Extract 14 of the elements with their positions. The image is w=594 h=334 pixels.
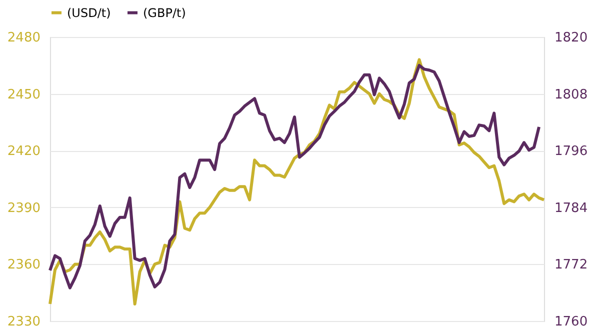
legend-label: (USD/t) <box>67 6 111 20</box>
y-tick-label: 2330 <box>7 314 40 330</box>
y-tick-label: 2480 <box>7 30 40 46</box>
y-tick-label: 2390 <box>7 200 40 216</box>
legend-label: (GBP/t) <box>143 6 186 20</box>
y-tick-label: 2360 <box>7 258 40 273</box>
y2-tick-label: 1784 <box>554 200 588 216</box>
y2-tick-label: 1796 <box>554 144 588 160</box>
y-tick-label: 2450 <box>7 87 40 102</box>
y2-tick-label: 1808 <box>554 87 588 102</box>
y2-tick-label: 1772 <box>554 258 588 273</box>
y-tick-label: 2420 <box>7 144 40 160</box>
y2-tick-label: 1820 <box>554 30 588 46</box>
y2-tick-label: 1760 <box>554 314 588 330</box>
